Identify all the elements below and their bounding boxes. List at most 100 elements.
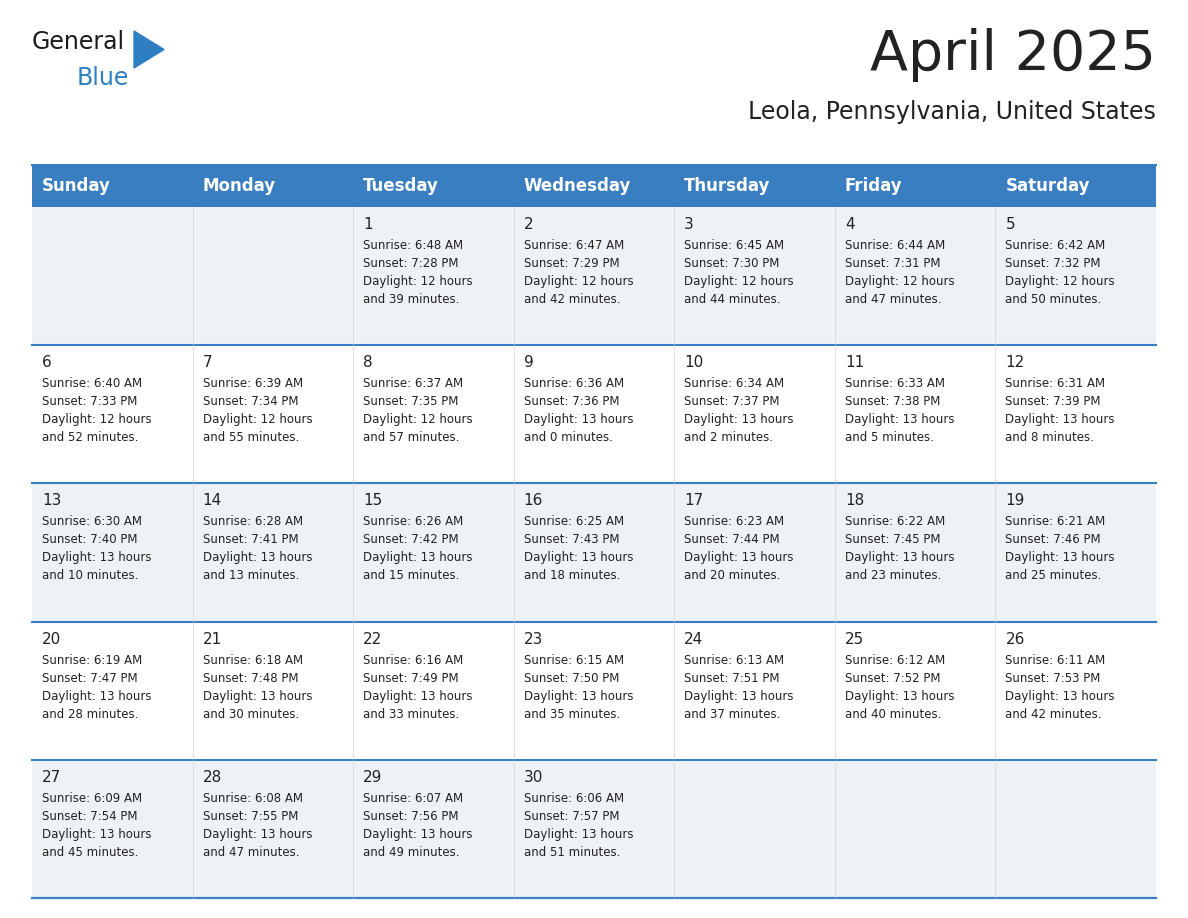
Text: 2: 2 xyxy=(524,217,533,232)
Text: Daylight: 12 hours: Daylight: 12 hours xyxy=(42,413,152,426)
Text: and 5 minutes.: and 5 minutes. xyxy=(845,431,934,444)
Text: 24: 24 xyxy=(684,632,703,646)
Text: Sunset: 7:43 PM: Sunset: 7:43 PM xyxy=(524,533,619,546)
Text: Daylight: 13 hours: Daylight: 13 hours xyxy=(42,828,152,841)
Text: Daylight: 12 hours: Daylight: 12 hours xyxy=(684,275,794,288)
Text: Sunday: Sunday xyxy=(42,177,110,195)
Text: 11: 11 xyxy=(845,355,864,370)
Text: and 39 minutes.: and 39 minutes. xyxy=(364,293,460,306)
Text: Saturday: Saturday xyxy=(1005,177,1089,195)
Text: 6: 6 xyxy=(42,355,52,370)
Bar xyxy=(192,345,353,484)
Text: Daylight: 13 hours: Daylight: 13 hours xyxy=(524,828,633,841)
Text: 28: 28 xyxy=(203,770,222,785)
Bar xyxy=(675,484,835,621)
Text: Sunset: 7:40 PM: Sunset: 7:40 PM xyxy=(42,533,138,546)
Bar xyxy=(353,760,513,898)
Text: and 10 minutes.: and 10 minutes. xyxy=(42,569,138,582)
Text: 25: 25 xyxy=(845,632,864,646)
Text: 19: 19 xyxy=(1005,493,1025,509)
Text: Daylight: 13 hours: Daylight: 13 hours xyxy=(364,689,473,702)
Text: Sunrise: 6:26 AM: Sunrise: 6:26 AM xyxy=(364,515,463,529)
Text: Daylight: 13 hours: Daylight: 13 hours xyxy=(364,828,473,841)
Text: and 42 minutes.: and 42 minutes. xyxy=(1005,708,1102,721)
Text: Sunset: 7:57 PM: Sunset: 7:57 PM xyxy=(524,810,619,823)
Bar xyxy=(192,760,353,898)
Bar xyxy=(675,760,835,898)
Bar xyxy=(835,165,996,207)
Bar xyxy=(675,207,835,345)
Text: Sunset: 7:42 PM: Sunset: 7:42 PM xyxy=(364,533,459,546)
Text: 26: 26 xyxy=(1005,632,1025,646)
Text: and 25 minutes.: and 25 minutes. xyxy=(1005,569,1101,582)
Bar xyxy=(513,760,675,898)
Text: Sunrise: 6:34 AM: Sunrise: 6:34 AM xyxy=(684,377,784,390)
Text: Sunrise: 6:08 AM: Sunrise: 6:08 AM xyxy=(203,792,303,805)
Text: and 23 minutes.: and 23 minutes. xyxy=(845,569,941,582)
Bar xyxy=(353,207,513,345)
Text: and 35 minutes.: and 35 minutes. xyxy=(524,708,620,721)
Text: Daylight: 12 hours: Daylight: 12 hours xyxy=(364,413,473,426)
Text: and 52 minutes.: and 52 minutes. xyxy=(42,431,138,444)
Text: Sunrise: 6:45 AM: Sunrise: 6:45 AM xyxy=(684,239,784,252)
Text: Sunrise: 6:37 AM: Sunrise: 6:37 AM xyxy=(364,377,463,390)
Text: Blue: Blue xyxy=(77,66,129,90)
Bar xyxy=(513,484,675,621)
Bar xyxy=(996,165,1156,207)
Text: and 20 minutes.: and 20 minutes. xyxy=(684,569,781,582)
Text: 20: 20 xyxy=(42,632,62,646)
Text: Sunrise: 6:39 AM: Sunrise: 6:39 AM xyxy=(203,377,303,390)
Text: Sunset: 7:39 PM: Sunset: 7:39 PM xyxy=(1005,396,1101,409)
Text: 15: 15 xyxy=(364,493,383,509)
Text: Sunset: 7:30 PM: Sunset: 7:30 PM xyxy=(684,257,779,270)
Text: Daylight: 12 hours: Daylight: 12 hours xyxy=(364,275,473,288)
Bar xyxy=(513,207,675,345)
Text: Daylight: 13 hours: Daylight: 13 hours xyxy=(845,689,954,702)
Text: and 57 minutes.: and 57 minutes. xyxy=(364,431,460,444)
Text: 1: 1 xyxy=(364,217,373,232)
Text: 12: 12 xyxy=(1005,355,1025,370)
Text: Sunrise: 6:22 AM: Sunrise: 6:22 AM xyxy=(845,515,946,529)
Bar xyxy=(513,165,675,207)
Text: Daylight: 13 hours: Daylight: 13 hours xyxy=(845,552,954,565)
Bar xyxy=(32,207,192,345)
Text: 18: 18 xyxy=(845,493,864,509)
Text: and 40 minutes.: and 40 minutes. xyxy=(845,708,941,721)
Text: Sunrise: 6:47 AM: Sunrise: 6:47 AM xyxy=(524,239,624,252)
Text: Sunset: 7:50 PM: Sunset: 7:50 PM xyxy=(524,672,619,685)
Text: Sunrise: 6:11 AM: Sunrise: 6:11 AM xyxy=(1005,654,1106,666)
Text: Sunrise: 6:07 AM: Sunrise: 6:07 AM xyxy=(364,792,463,805)
Text: 10: 10 xyxy=(684,355,703,370)
Text: Daylight: 13 hours: Daylight: 13 hours xyxy=(1005,689,1114,702)
Text: Daylight: 13 hours: Daylight: 13 hours xyxy=(203,828,312,841)
Text: and 42 minutes.: and 42 minutes. xyxy=(524,293,620,306)
Bar xyxy=(835,760,996,898)
Text: and 18 minutes.: and 18 minutes. xyxy=(524,569,620,582)
Text: Daylight: 13 hours: Daylight: 13 hours xyxy=(684,689,794,702)
Text: Sunset: 7:34 PM: Sunset: 7:34 PM xyxy=(203,396,298,409)
Text: Sunset: 7:56 PM: Sunset: 7:56 PM xyxy=(364,810,459,823)
Text: Daylight: 12 hours: Daylight: 12 hours xyxy=(203,413,312,426)
Text: and 50 minutes.: and 50 minutes. xyxy=(1005,293,1101,306)
Text: Sunrise: 6:16 AM: Sunrise: 6:16 AM xyxy=(364,654,463,666)
Text: Monday: Monday xyxy=(203,177,276,195)
Text: and 30 minutes.: and 30 minutes. xyxy=(203,708,299,721)
Text: Sunset: 7:55 PM: Sunset: 7:55 PM xyxy=(203,810,298,823)
Text: Daylight: 13 hours: Daylight: 13 hours xyxy=(684,552,794,565)
Bar xyxy=(513,621,675,760)
Text: and 47 minutes.: and 47 minutes. xyxy=(845,293,941,306)
Text: Thursday: Thursday xyxy=(684,177,771,195)
Text: Sunset: 7:41 PM: Sunset: 7:41 PM xyxy=(203,533,298,546)
Text: Daylight: 12 hours: Daylight: 12 hours xyxy=(845,275,954,288)
Text: Sunset: 7:47 PM: Sunset: 7:47 PM xyxy=(42,672,138,685)
Text: and 2 minutes.: and 2 minutes. xyxy=(684,431,773,444)
Text: Sunrise: 6:23 AM: Sunrise: 6:23 AM xyxy=(684,515,784,529)
Text: April 2025: April 2025 xyxy=(870,28,1156,82)
Bar xyxy=(675,621,835,760)
Text: Sunrise: 6:33 AM: Sunrise: 6:33 AM xyxy=(845,377,944,390)
Text: Sunrise: 6:12 AM: Sunrise: 6:12 AM xyxy=(845,654,946,666)
Bar xyxy=(835,207,996,345)
Text: Sunset: 7:49 PM: Sunset: 7:49 PM xyxy=(364,672,459,685)
Text: Sunrise: 6:09 AM: Sunrise: 6:09 AM xyxy=(42,792,143,805)
Text: and 49 minutes.: and 49 minutes. xyxy=(364,845,460,859)
